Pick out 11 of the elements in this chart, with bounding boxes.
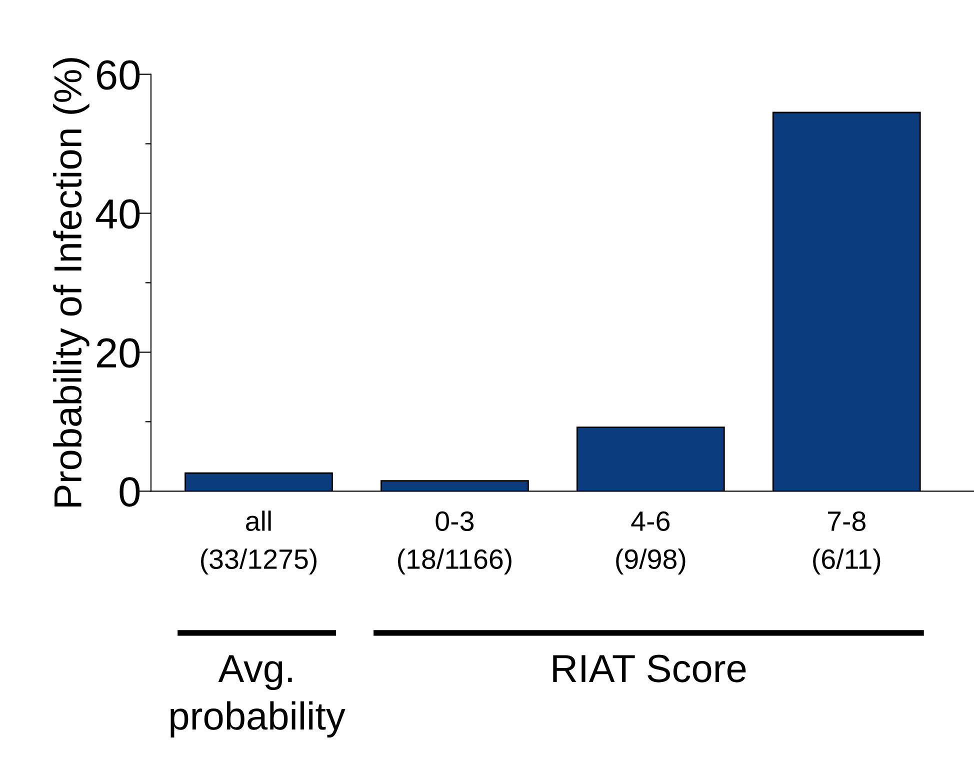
y-tick-label: 0 — [120, 477, 140, 507]
y-tick-label: 60 — [97, 60, 140, 90]
y-tick-label: 40 — [96, 199, 140, 229]
text: RIAT Score — [553, 654, 746, 682]
x-tick-label: 0-3 (18/1166) — [398, 511, 512, 574]
y-axis-title: Probability of Infection (%) — [53, 58, 90, 506]
x-tick-label: 7-8 (6/11) — [813, 511, 880, 574]
text: Avg. probability — [170, 655, 346, 738]
x-tick-label: 4-6 (9/98) — [616, 511, 686, 574]
x-tick-label: all (33/1275) — [201, 510, 316, 574]
y-tick-label: 20 — [97, 338, 140, 368]
